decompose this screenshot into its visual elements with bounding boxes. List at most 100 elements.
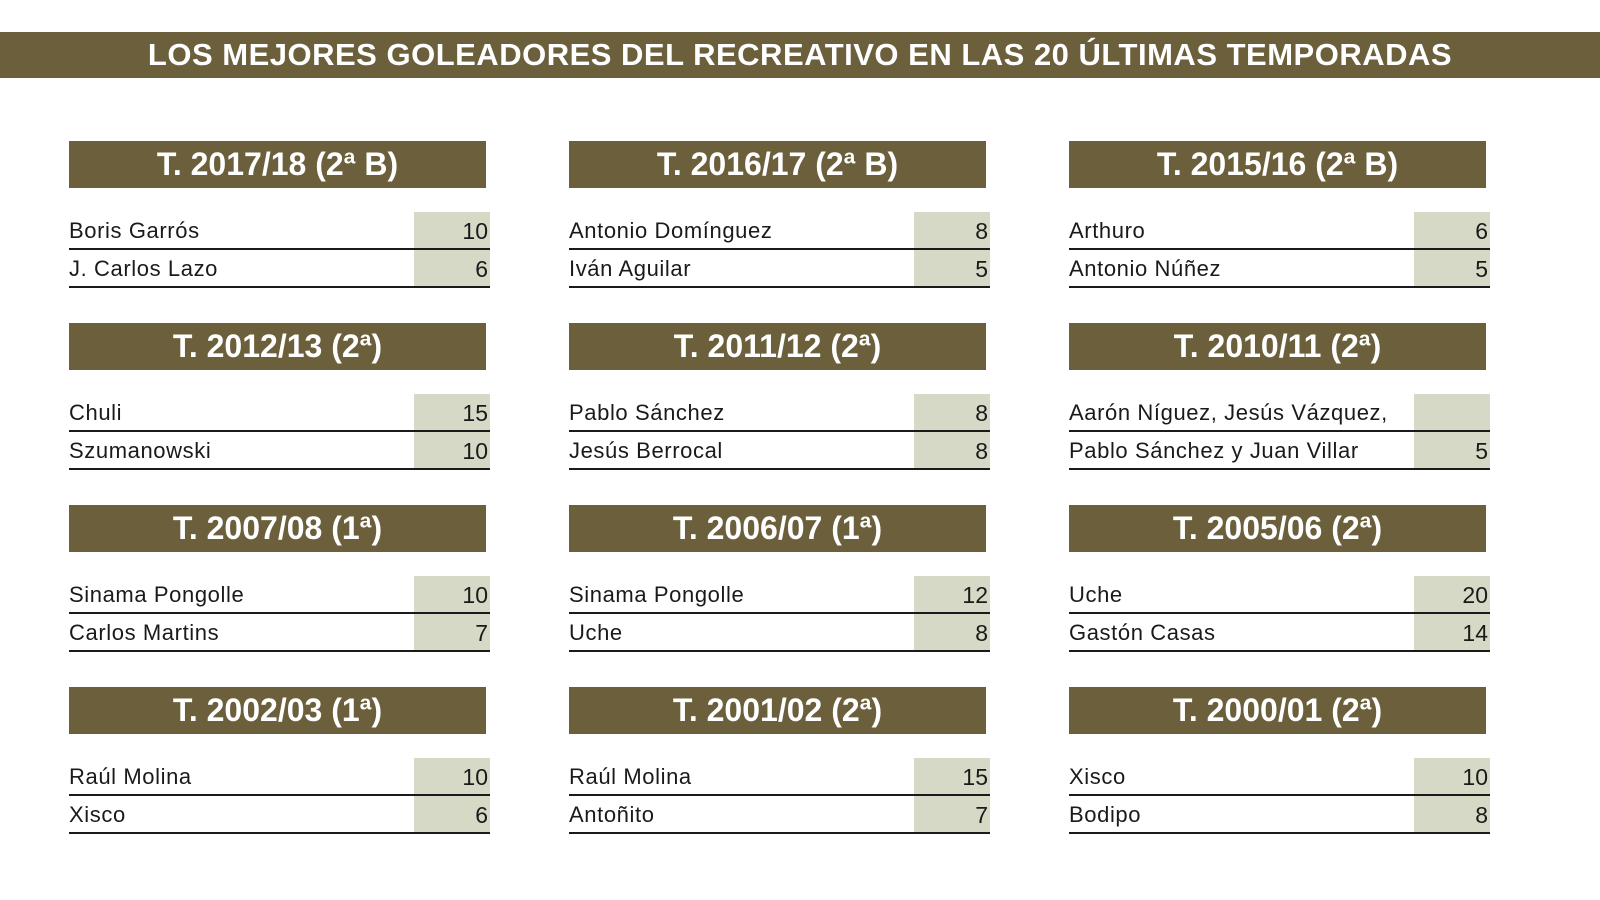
season-block: T. 2007/08 (1ª) Sinama Pongolle 10 Carlos M…	[69, 505, 490, 653]
main-title: LOS MEJORES GOLEADORES DEL RECREATIVO EN…	[0, 32, 1600, 78]
scorer-name: Iván Aguilar	[569, 256, 692, 281]
scorers-table: Antonio Domínguez 8 Iván Aguilar 5	[569, 212, 990, 288]
goals-cell: 8	[1414, 796, 1490, 832]
scorer-name: Szumanowski	[69, 438, 212, 463]
table-row: Xisco 6	[69, 796, 490, 834]
scorer-name: Boris Garrós	[69, 218, 200, 243]
goals-cell: 10	[1414, 758, 1490, 794]
table-row: Aarón Níguez, Jesús Vázquez,	[1069, 394, 1490, 432]
table-row: Bodipo 8	[1069, 796, 1490, 834]
season-header: T. 2002/03 (1ª)	[69, 687, 486, 734]
scorer-name: Sinama Pongolle	[69, 582, 245, 607]
season-header: T. 2005/06 (2ª)	[1069, 505, 1486, 552]
season-header: T. 2001/02 (2ª)	[569, 687, 986, 734]
season-block: T. 2012/13 (2ª) Chuli 15 Szumanowski 10	[69, 323, 490, 471]
season-block: T. 2015/16 (2ª B) Arthuro 6 Antonio Núñez 5	[1069, 141, 1490, 289]
table-row: Arthuro 6	[1069, 212, 1490, 250]
scorers-table: Boris Garrós 10 J. Carlos Lazo 6	[69, 212, 490, 288]
goals-cell: 15	[414, 394, 490, 430]
scorer-name: Antonio Núñez	[1069, 256, 1222, 281]
goals-cell: 15	[914, 758, 990, 794]
scorer-name: Uche	[1069, 582, 1123, 607]
scorer-name: Bodipo	[1069, 802, 1142, 827]
scorers-table: Raúl Molina 15 Antoñito 7	[569, 758, 990, 834]
table-row: Xisco 10	[1069, 758, 1490, 796]
season-header: T. 2012/13 (2ª)	[69, 323, 486, 370]
season-block: T. 2010/11 (2ª) Aarón Níguez, Jesús Vázqu…	[1069, 323, 1490, 471]
season-block: T. 2016/17 (2ª B) Antonio Domínguez 8 Iván …	[569, 141, 990, 289]
season-block: T. 2000/01 (2ª) Xisco 10 Bodipo 8	[1069, 687, 1490, 835]
goals-cell: 20	[1414, 576, 1490, 612]
table-row: Boris Garrós 10	[69, 212, 490, 250]
goals-cell: 5	[914, 250, 990, 286]
goals-cell: 6	[414, 796, 490, 832]
goals-cell: 7	[414, 614, 490, 650]
scorer-name: Xisco	[1069, 764, 1126, 789]
season-block: T. 2011/12 (2ª) Pablo Sánchez 8 Jesús Berro…	[569, 323, 990, 471]
scorers-table: Sinama Pongolle 10 Carlos Martins 7	[69, 576, 490, 652]
scorer-name: Pablo Sánchez y Juan Villar	[1069, 438, 1359, 463]
table-row: Sinama Pongolle 12	[569, 576, 990, 614]
seasons-grid: T. 2017/18 (2ª B) Boris Garrós 10 J. Carlos…	[69, 141, 1490, 835]
scorer-name: Xisco	[69, 802, 126, 827]
scorers-table: Pablo Sánchez 8 Jesús Berrocal 8	[569, 394, 990, 470]
scorer-name: Jesús Berrocal	[569, 438, 723, 463]
season-header: T. 2006/07 (1ª)	[569, 505, 986, 552]
goals-cell: 10	[414, 432, 490, 468]
scorers-table: Chuli 15 Szumanowski 10	[69, 394, 490, 470]
scorer-name: Arthuro	[1069, 218, 1146, 243]
season-header: T. 2011/12 (2ª)	[569, 323, 986, 370]
scorer-name: Antoñito	[569, 802, 655, 827]
table-row: Szumanowski 10	[69, 432, 490, 470]
table-row: Antonio Núñez 5	[1069, 250, 1490, 288]
scorers-table: Sinama Pongolle 12 Uche 8	[569, 576, 990, 652]
table-row: Antoñito 7	[569, 796, 990, 834]
scorer-name: Aarón Níguez, Jesús Vázquez,	[1069, 400, 1388, 425]
scorer-name: Carlos Martins	[69, 620, 220, 645]
goals-cell: 10	[414, 212, 490, 248]
season-block: T. 2005/06 (2ª) Uche 20 Gastón Casas 14	[1069, 505, 1490, 653]
table-row: Antonio Domínguez 8	[569, 212, 990, 250]
scorer-name: Sinama Pongolle	[569, 582, 745, 607]
table-row: Pablo Sánchez y Juan Villar 5	[1069, 432, 1490, 470]
goals-cell: 7	[914, 796, 990, 832]
scorer-name: Pablo Sánchez	[569, 400, 725, 425]
goals-cell: 6	[414, 250, 490, 286]
scorer-name: Raúl Molina	[569, 764, 692, 789]
table-row: Gastón Casas 14	[1069, 614, 1490, 652]
goals-cell: 10	[414, 576, 490, 612]
season-block: T. 2006/07 (1ª) Sinama Pongolle 12 Uche 8	[569, 505, 990, 653]
table-row: J. Carlos Lazo 6	[69, 250, 490, 288]
scorer-name: Uche	[569, 620, 623, 645]
season-header: T. 2007/08 (1ª)	[69, 505, 486, 552]
goals-cell: 14	[1414, 614, 1490, 650]
goals-cell: 6	[1414, 212, 1490, 248]
season-header: T. 2016/17 (2ª B)	[569, 141, 986, 188]
table-row: Chuli 15	[69, 394, 490, 432]
goals-cell: 8	[914, 212, 990, 248]
goals-cell: 5	[1414, 250, 1490, 286]
season-block: T. 2001/02 (2ª) Raúl Molina 15 Antoñito 7	[569, 687, 990, 835]
table-row: Carlos Martins 7	[69, 614, 490, 652]
goals-cell: 8	[914, 394, 990, 430]
season-header: T. 2000/01 (2ª)	[1069, 687, 1486, 734]
scorer-name: Antonio Domínguez	[569, 218, 773, 243]
scorer-name: J. Carlos Lazo	[69, 256, 219, 281]
table-row: Raúl Molina 10	[69, 758, 490, 796]
season-block: T. 2002/03 (1ª) Raúl Molina 10 Xisco 6	[69, 687, 490, 835]
season-header: T. 2015/16 (2ª B)	[1069, 141, 1486, 188]
season-header: T. 2010/11 (2ª)	[1069, 323, 1486, 370]
season-header: T. 2017/18 (2ª B)	[69, 141, 486, 188]
season-block: T. 2017/18 (2ª B) Boris Garrós 10 J. Carlos…	[69, 141, 490, 289]
goals-cell: 12	[914, 576, 990, 612]
table-row: Raúl Molina 15	[569, 758, 990, 796]
scorer-name: Chuli	[69, 400, 123, 425]
table-row: Jesús Berrocal 8	[569, 432, 990, 470]
goals-cell: 8	[914, 614, 990, 650]
scorers-table: Raúl Molina 10 Xisco 6	[69, 758, 490, 834]
scorer-name: Raúl Molina	[69, 764, 192, 789]
goals-cell: 10	[414, 758, 490, 794]
table-row: Uche 20	[1069, 576, 1490, 614]
goals-cell	[1414, 394, 1490, 430]
goals-cell: 5	[1414, 432, 1490, 468]
